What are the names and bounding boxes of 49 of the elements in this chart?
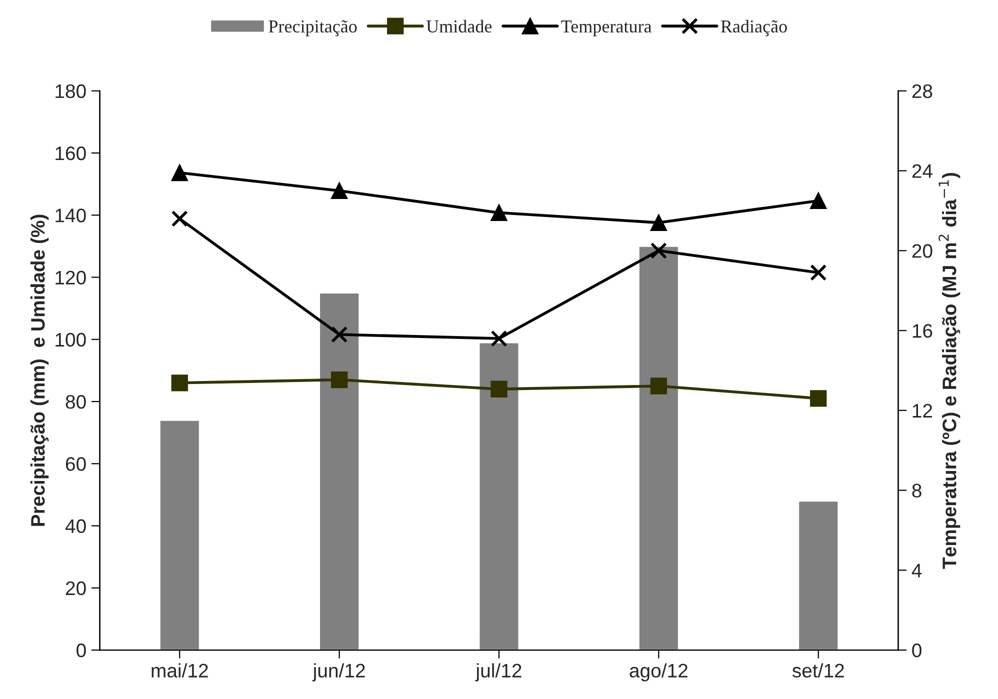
point [171, 210, 188, 228]
bar [158, 419, 200, 650]
y-tick-label: 60 [66, 457, 86, 471]
y-tick-label: 40 [65, 519, 86, 534]
point [810, 264, 827, 281]
bar [638, 246, 680, 650]
point [330, 371, 348, 388]
y-tick-label: 180 [56, 84, 86, 98]
point [330, 326, 348, 343]
y2-tick-label: 4 [912, 564, 922, 578]
legend-label: Radiação [720, 20, 787, 36]
point [330, 182, 348, 200]
bar [798, 500, 840, 650]
x-tick-label: ago/12 [630, 663, 688, 682]
point [650, 242, 668, 259]
point [650, 378, 668, 394]
point [810, 192, 827, 210]
y-tick-label: 140 [56, 208, 86, 222]
point [171, 374, 188, 392]
point [490, 204, 508, 222]
point [810, 390, 827, 407]
bar [478, 342, 520, 650]
x-tick-label: jun/12 [312, 663, 365, 682]
point [171, 164, 188, 182]
y-tick-label: 80 [66, 395, 86, 409]
y2-tick-label: 24 [912, 164, 932, 178]
y2-tick-label: 16 [912, 324, 932, 338]
point [490, 380, 508, 398]
y-tick-label: 0 [76, 644, 86, 658]
y2-tick-label: 0 [912, 644, 922, 658]
y-tick-label: 100 [56, 332, 86, 347]
y2-tick-label: 20 [912, 244, 932, 258]
y-tick-label: 120 [56, 270, 86, 285]
y2-tick-label: 8 [912, 484, 922, 498]
legend-label: Temperatura [561, 20, 652, 36]
y2-tick-label: 28 [912, 84, 932, 98]
y-tick-label: 20 [66, 581, 86, 596]
x-tick-label: mai/12 [152, 663, 208, 678]
x-tick-label: set/12 [792, 663, 844, 678]
point [490, 330, 508, 347]
y-axis-title: Precipitação (mm) e Umidade (%) [30, 214, 49, 526]
y2-tick-label: 12 [912, 404, 932, 418]
y-tick-label: 160 [56, 146, 86, 160]
legend-label: Precipitação [268, 20, 357, 36]
x-tick-label: jul/12 [475, 663, 522, 682]
y2-axis-title: Temperatura (ºC) e Radiação (MJ m$^{2}$ dia$^{−1}$) [938, 172, 960, 569]
bar [318, 292, 360, 650]
point [650, 214, 668, 232]
legend-label: Umidade [426, 20, 492, 33]
